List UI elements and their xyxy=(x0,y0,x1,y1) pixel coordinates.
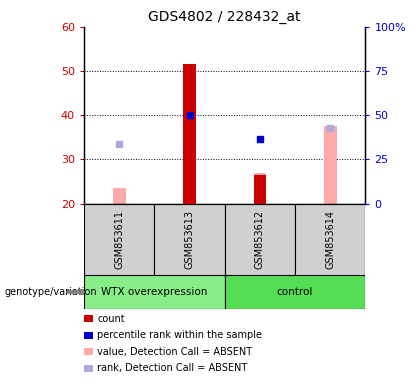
Text: genotype/variation: genotype/variation xyxy=(4,287,97,297)
Text: WTX overexpression: WTX overexpression xyxy=(101,287,207,297)
Text: control: control xyxy=(277,287,313,297)
Bar xyxy=(155,204,225,275)
Text: GSM853613: GSM853613 xyxy=(184,210,194,268)
Bar xyxy=(324,126,336,204)
Bar xyxy=(225,204,295,275)
Bar xyxy=(225,275,365,309)
Text: GSM853614: GSM853614 xyxy=(325,210,335,268)
Text: GSM853611: GSM853611 xyxy=(114,210,124,268)
Bar xyxy=(254,175,266,204)
Text: GSM853612: GSM853612 xyxy=(255,210,265,268)
Text: value, Detection Call = ABSENT: value, Detection Call = ABSENT xyxy=(97,347,252,357)
Text: percentile rank within the sample: percentile rank within the sample xyxy=(97,330,262,340)
Title: GDS4802 / 228432_at: GDS4802 / 228432_at xyxy=(148,10,301,25)
Text: count: count xyxy=(97,314,125,324)
Bar xyxy=(295,204,365,275)
Bar xyxy=(113,188,126,204)
Bar xyxy=(254,173,266,204)
Bar xyxy=(84,275,225,309)
Bar xyxy=(183,65,196,204)
Bar xyxy=(84,204,155,275)
Text: rank, Detection Call = ABSENT: rank, Detection Call = ABSENT xyxy=(97,363,248,373)
